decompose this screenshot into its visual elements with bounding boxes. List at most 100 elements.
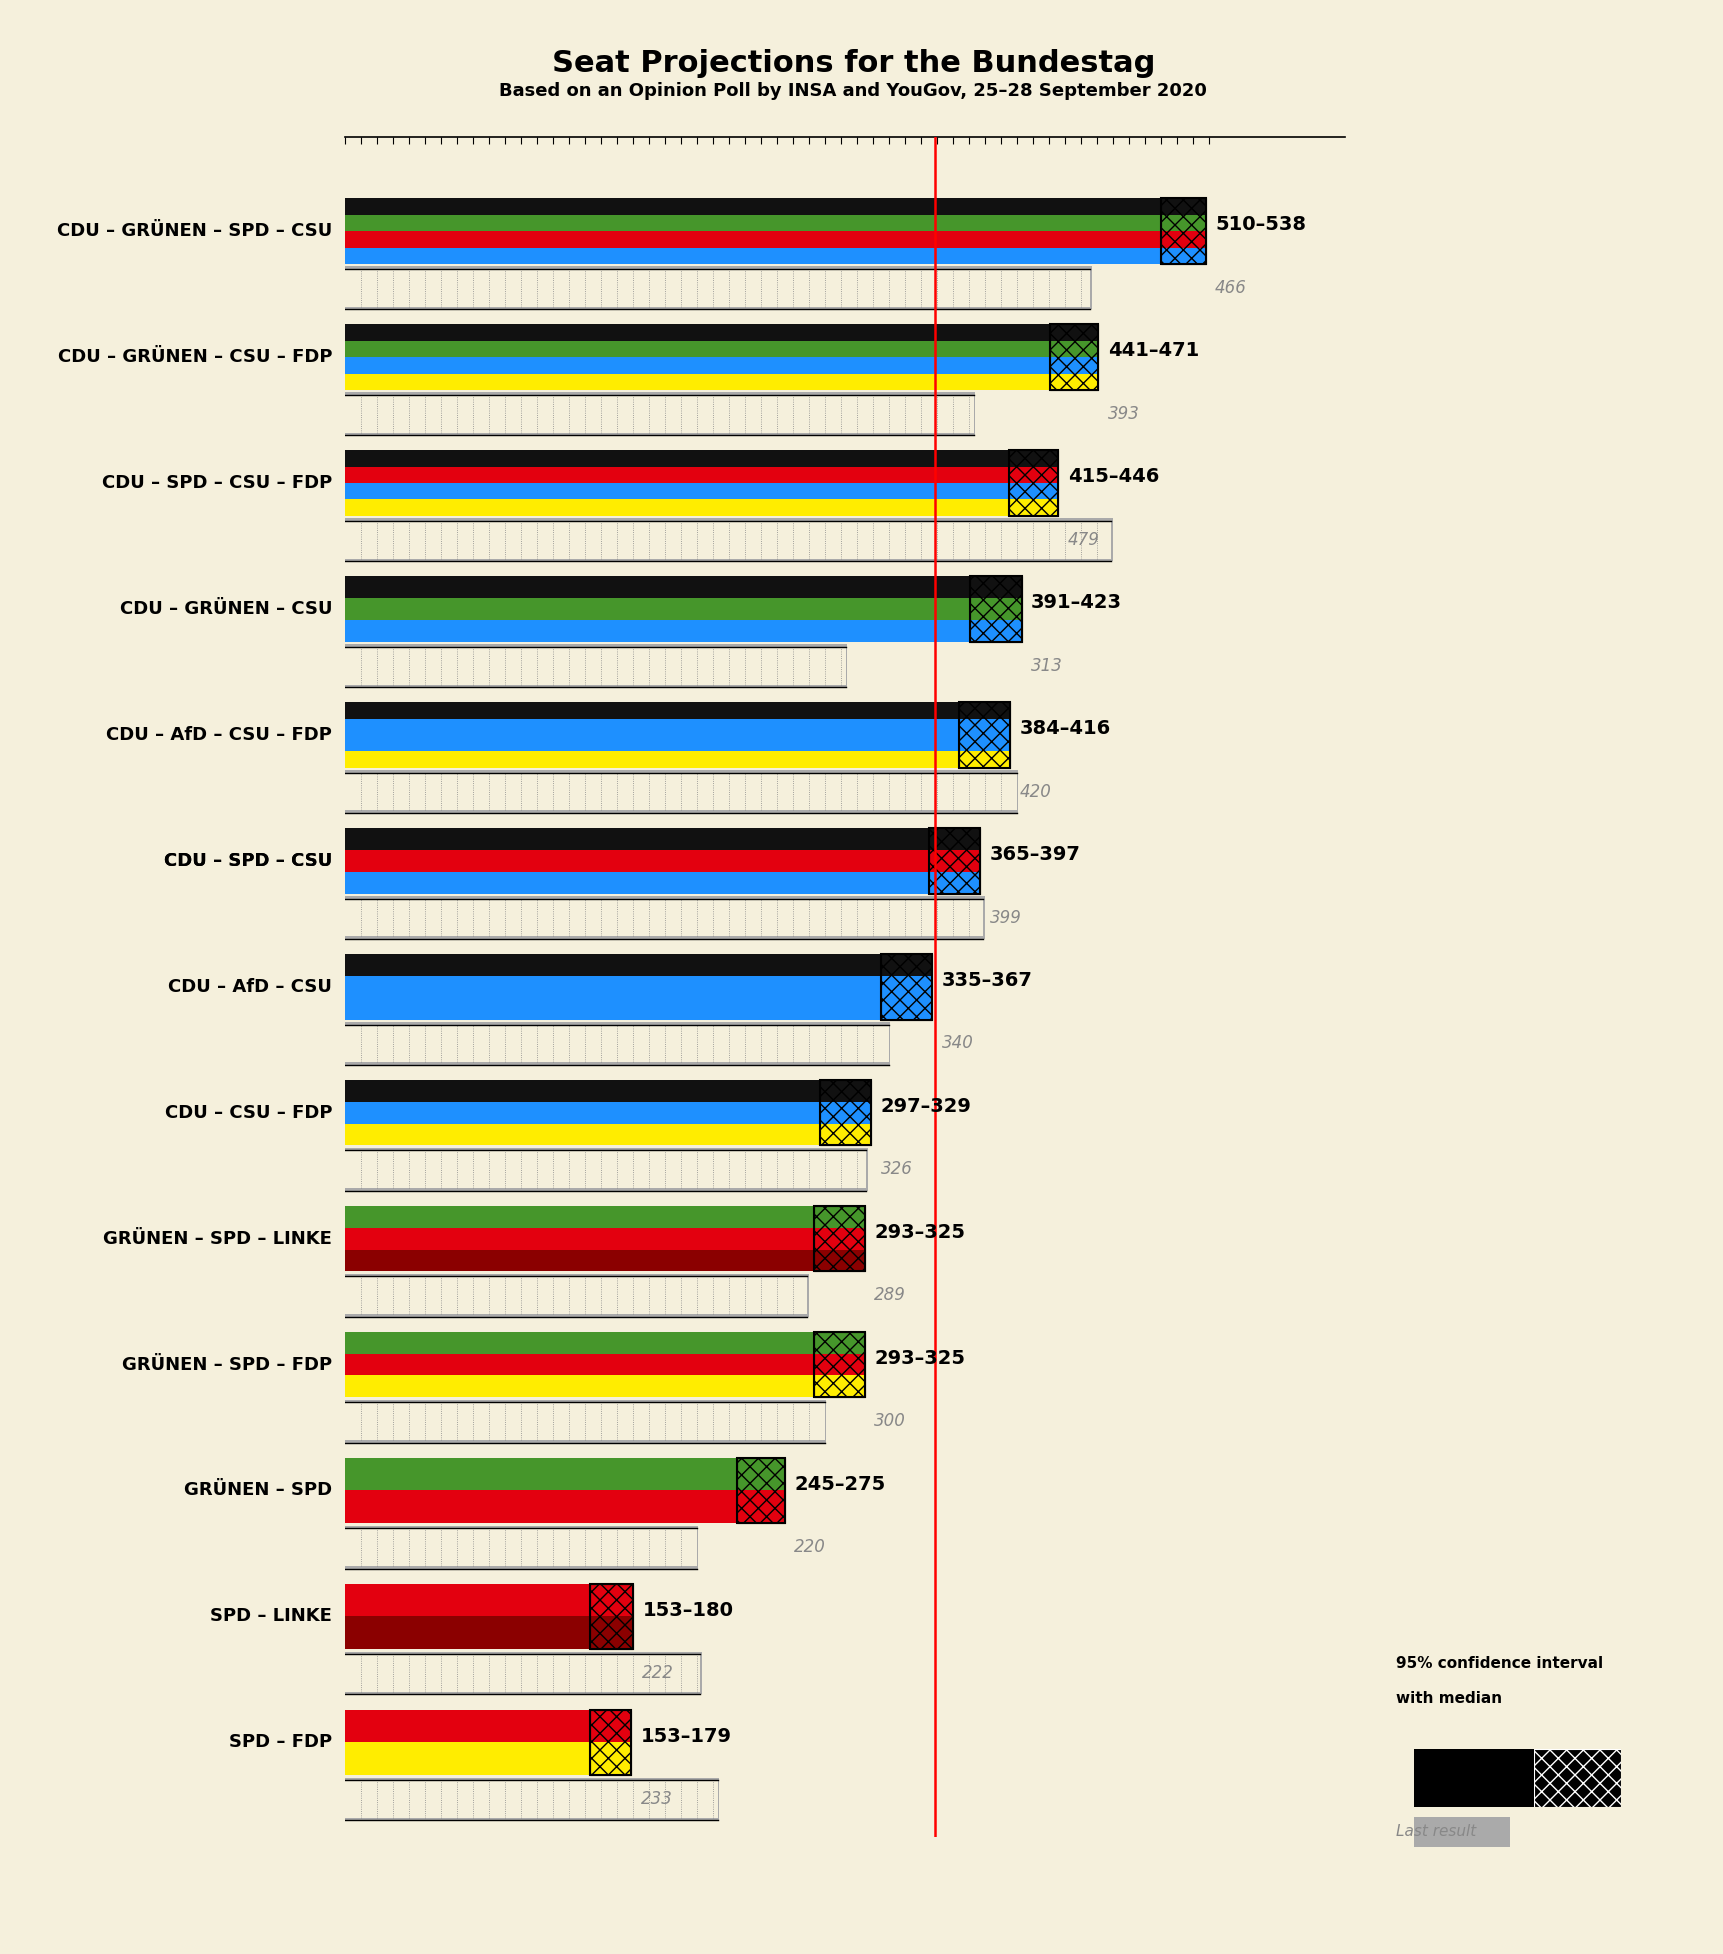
Bar (589, 1710, 631, 1743)
Bar (813, 1206, 865, 1272)
Bar (345, 1780, 717, 1817)
Bar (1008, 483, 1058, 500)
Bar (970, 576, 1022, 641)
Bar (820, 1081, 870, 1145)
Bar (1049, 358, 1098, 373)
Text: GRÜNEN – SPD: GRÜNEN – SPD (184, 1481, 333, 1499)
Text: SPD – FDP: SPD – FDP (229, 1733, 333, 1751)
Text: CDU – AfD – CSU: CDU – AfD – CSU (169, 977, 333, 997)
Bar (345, 897, 984, 940)
Bar (345, 1655, 700, 1692)
Bar (589, 1583, 632, 1649)
Text: GRÜNEN – SPD – FDP: GRÜNEN – SPD – FDP (122, 1356, 333, 1374)
Bar (345, 701, 958, 719)
Bar (970, 576, 1022, 598)
Bar (345, 1526, 698, 1569)
Text: 391–423: 391–423 (1030, 594, 1122, 612)
Bar (345, 248, 1160, 264)
Bar (813, 1376, 865, 1397)
Text: 233: 233 (641, 1790, 672, 1807)
Bar (345, 340, 1049, 358)
Text: Based on an Opinion Poll by INSA and YouGov, 25–28 September 2020: Based on an Opinion Poll by INSA and You… (500, 82, 1206, 100)
Bar (345, 483, 1008, 500)
Bar (736, 1458, 784, 1491)
Text: 335–367: 335–367 (941, 971, 1032, 991)
Text: 153–180: 153–180 (643, 1600, 732, 1620)
Bar (1049, 340, 1098, 358)
Bar (880, 954, 932, 1020)
Bar (345, 871, 929, 893)
Bar (345, 1206, 813, 1227)
Text: 420: 420 (1020, 784, 1051, 801)
Bar (929, 828, 979, 893)
Bar (345, 1274, 808, 1317)
Bar (970, 598, 1022, 619)
Bar (813, 1354, 865, 1376)
Text: 293–325: 293–325 (874, 1223, 965, 1243)
Bar (345, 1491, 736, 1524)
Bar (345, 1458, 736, 1491)
Bar (345, 1403, 824, 1440)
Text: SPD – LINKE: SPD – LINKE (210, 1608, 333, 1626)
Bar (970, 576, 1022, 641)
Bar (813, 1333, 865, 1354)
Text: 415–446: 415–446 (1067, 467, 1158, 487)
Text: 300: 300 (874, 1413, 906, 1430)
Bar (1049, 373, 1098, 391)
Bar (820, 1081, 870, 1145)
Text: CDU – CSU – FDP: CDU – CSU – FDP (164, 1104, 333, 1122)
Bar (345, 1583, 589, 1616)
Bar (813, 1206, 865, 1272)
Bar (1049, 324, 1098, 391)
Bar (345, 518, 1111, 561)
Bar (1160, 215, 1204, 231)
Bar (345, 1651, 701, 1694)
Text: 293–325: 293–325 (874, 1348, 965, 1368)
Bar (345, 358, 1049, 373)
Bar (958, 701, 1010, 719)
Bar (958, 701, 1010, 768)
Bar (345, 598, 970, 619)
Bar (345, 231, 1160, 248)
Bar (880, 954, 932, 1020)
Bar (970, 619, 1022, 641)
Text: 289: 289 (874, 1286, 906, 1303)
Bar (345, 270, 1089, 307)
Text: 466: 466 (1215, 279, 1246, 297)
Bar (589, 1616, 632, 1649)
Bar (345, 1249, 813, 1272)
Bar (345, 1022, 889, 1065)
Bar (880, 954, 932, 975)
Text: CDU – SPD – CSU: CDU – SPD – CSU (164, 852, 333, 870)
Bar (345, 770, 1018, 813)
Bar (1160, 199, 1204, 215)
Text: 245–275: 245–275 (794, 1475, 886, 1493)
Bar (345, 772, 1017, 811)
Bar (345, 199, 1160, 215)
Text: 95% confidence interval: 95% confidence interval (1396, 1655, 1602, 1671)
Bar (345, 500, 1008, 516)
Bar (345, 1710, 589, 1743)
Bar (880, 975, 932, 998)
Text: 510–538: 510–538 (1215, 215, 1306, 234)
Bar (345, 975, 880, 998)
Bar (958, 735, 1010, 750)
Bar (345, 373, 1049, 391)
Bar (589, 1583, 632, 1616)
Text: 393: 393 (1108, 404, 1139, 422)
Bar (589, 1710, 631, 1774)
Bar (958, 750, 1010, 768)
Text: CDU – AfD – CSU – FDP: CDU – AfD – CSU – FDP (107, 727, 333, 744)
Bar (345, 1024, 889, 1063)
Bar (813, 1333, 865, 1397)
Bar (589, 1583, 632, 1649)
Bar (1008, 467, 1058, 483)
Bar (589, 1743, 631, 1774)
Bar (820, 1102, 870, 1124)
Bar (345, 1151, 867, 1188)
Bar (345, 1081, 820, 1102)
Bar (345, 393, 975, 436)
Bar (345, 1102, 820, 1124)
Text: 220: 220 (794, 1538, 825, 1555)
Bar (880, 998, 932, 1020)
